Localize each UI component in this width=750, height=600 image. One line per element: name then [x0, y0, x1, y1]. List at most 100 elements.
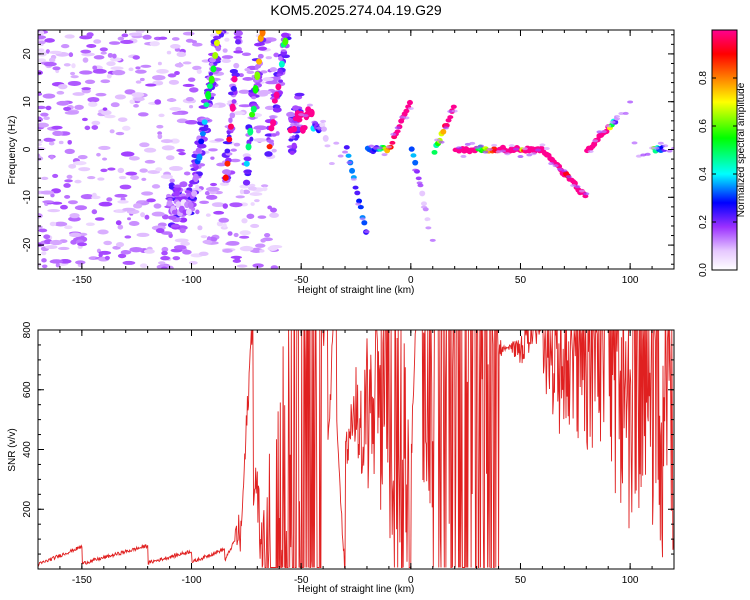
- spectrogram-ridge-cell: [171, 209, 178, 215]
- spectrogram-cloud-blob: [188, 183, 193, 188]
- spectrogram-xtick-label: 0: [408, 275, 414, 286]
- spectrogram-noise-blob: [77, 242, 88, 247]
- spectrogram-noise-blob: [130, 175, 140, 180]
- spectrogram-noise-blob: [161, 266, 168, 269]
- spectrogram-noise-blob: [143, 249, 155, 254]
- spectrogram-halo-cell: [306, 103, 313, 107]
- spectrogram-noise-blob: [239, 184, 250, 189]
- spectrogram-noise-blob: [57, 246, 70, 251]
- spectrogram-noise-blob: [69, 212, 80, 219]
- spectrogram-halo-cell: [333, 141, 340, 145]
- spectrogram-ridge-cell: [275, 83, 282, 91]
- spectrogram-ridge-cell: [582, 194, 589, 199]
- spectrogram-halo-cell: [403, 116, 410, 120]
- spectrogram-noise-blob: [58, 140, 64, 145]
- spectrogram-halo-cell: [513, 147, 520, 151]
- spectrogram-noise-blob: [66, 174, 73, 179]
- spectrogram-noise-blob: [250, 202, 255, 206]
- spectrogram-noise-blob: [122, 125, 131, 131]
- spectrogram-noise-blob: [154, 99, 162, 105]
- spectrogram-noise-blob: [222, 248, 233, 253]
- spectrogram-noise-blob: [125, 171, 138, 176]
- colorbar-frame: [711, 29, 738, 271]
- spectrogram-noise-blob: [168, 79, 180, 85]
- spectrogram-ridge-cell: [266, 143, 273, 150]
- spectrogram-noise-blob: [166, 98, 177, 102]
- spectrogram-cloud-blob: [217, 20, 226, 25]
- spectrogram-cloud-blob: [264, 151, 273, 157]
- spectrogram-ytick-label: -20: [22, 237, 33, 252]
- spectrogram-noise-blob: [112, 69, 126, 76]
- spectrogram-noise-blob: [108, 41, 121, 45]
- spectrogram-ridge-cell: [226, 136, 233, 143]
- spectrogram-noise-blob: [214, 138, 225, 142]
- spectrogram-noise-blob: [157, 131, 163, 135]
- spectrogram-noise-blob: [64, 194, 71, 199]
- spectrogram-halo-cell: [420, 205, 427, 209]
- spectrogram-noise-blob: [74, 104, 84, 110]
- spectrogram-noise-blob: [191, 42, 203, 47]
- snr-ytick-label: 600: [22, 381, 33, 398]
- spectrogram-halo-cell: [587, 149, 594, 153]
- spectrogram-noise-blob: [104, 114, 116, 119]
- spectrogram-noise-blob: [239, 245, 254, 252]
- spectrogram-noise-blob: [161, 214, 169, 220]
- spectrogram-noise-blob: [219, 182, 230, 186]
- spectrogram-noise-blob: [136, 232, 150, 237]
- spectrogram-halo-cell: [592, 139, 599, 143]
- spectrogram-noise-blob: [255, 128, 261, 134]
- spectrogram-halo-cell: [657, 141, 664, 145]
- spectrogram-noise-blob: [206, 236, 212, 241]
- spectrogram-ridge-cell: [213, 39, 220, 47]
- spectrogram-cloud-blob: [282, 25, 291, 28]
- spectrogram-noise-blob: [92, 68, 107, 74]
- spectrogram-ridge-cell: [406, 99, 413, 106]
- spectrogram-noise-blob: [165, 155, 175, 161]
- spectrogram-noise-blob: [133, 104, 139, 108]
- spectrogram-noise-blob: [260, 238, 266, 243]
- spectrogram-ridge-cell: [270, 119, 277, 127]
- spectrogram-noise-blob: [158, 36, 168, 40]
- spectrogram-ridge-cell: [268, 125, 275, 132]
- spectrogram-noise-blob: [81, 117, 88, 122]
- spectrogram-noise-blob: [238, 89, 251, 94]
- spectrogram-noise-blob: [38, 35, 47, 40]
- spectrogram-noise-blob: [158, 261, 166, 265]
- spectrogram-noise-blob: [124, 89, 136, 95]
- spectrogram-halo-cell: [491, 143, 498, 147]
- spectrogram-noise-blob: [50, 193, 55, 198]
- spectrogram-noise-blob: [182, 31, 195, 36]
- spectrogram-cloud-blob: [280, 32, 290, 38]
- spectrogram-noise-blob: [52, 173, 59, 178]
- spectrogram-noise-blob: [49, 221, 57, 227]
- spectrogram-halo-cell: [412, 168, 419, 172]
- spectrogram-noise-blob: [174, 62, 184, 68]
- spectrogram-noise-blob: [133, 203, 143, 209]
- spectrogram-ridge-cell: [354, 190, 361, 196]
- spectrogram-halo-cell: [609, 120, 616, 124]
- spectrogram-noise-blob: [271, 148, 277, 153]
- spectrogram-noise-blob: [238, 73, 244, 78]
- spectrogram-cloud-blob: [237, 11, 245, 17]
- spectrogram-noise-blob: [38, 92, 43, 96]
- spectrogram-noise-blob: [197, 225, 203, 231]
- spectrogram-halo-cell: [618, 112, 625, 116]
- spectrogram-noise-blob: [46, 138, 56, 142]
- spectrogram-noise-blob: [199, 200, 210, 205]
- spectrogram-noise-blob: [95, 92, 107, 97]
- spectrogram-halo-cell: [605, 124, 612, 128]
- spectrogram-noise-blob: [67, 200, 78, 205]
- spectrogram-noise-blob: [262, 186, 268, 192]
- spectrogram-noise-blob: [227, 231, 233, 236]
- spectrogram-noise-blob: [189, 87, 199, 93]
- spectrogram-halo-cell: [390, 132, 397, 136]
- spectrogram-ridge-cell: [229, 103, 236, 112]
- spectrogram-ridge-cell: [259, 30, 266, 37]
- spectrogram-noise-blob: [249, 192, 263, 196]
- spectrogram-cloud-blob: [255, 42, 265, 46]
- spectrogram-halo-cell: [662, 144, 669, 148]
- spectrogram-cloud-blob: [179, 228, 186, 234]
- spectrogram-noise-blob: [213, 210, 225, 215]
- spectrogram-ridge-cell: [308, 108, 315, 118]
- spectrogram-noise-blob: [86, 32, 94, 38]
